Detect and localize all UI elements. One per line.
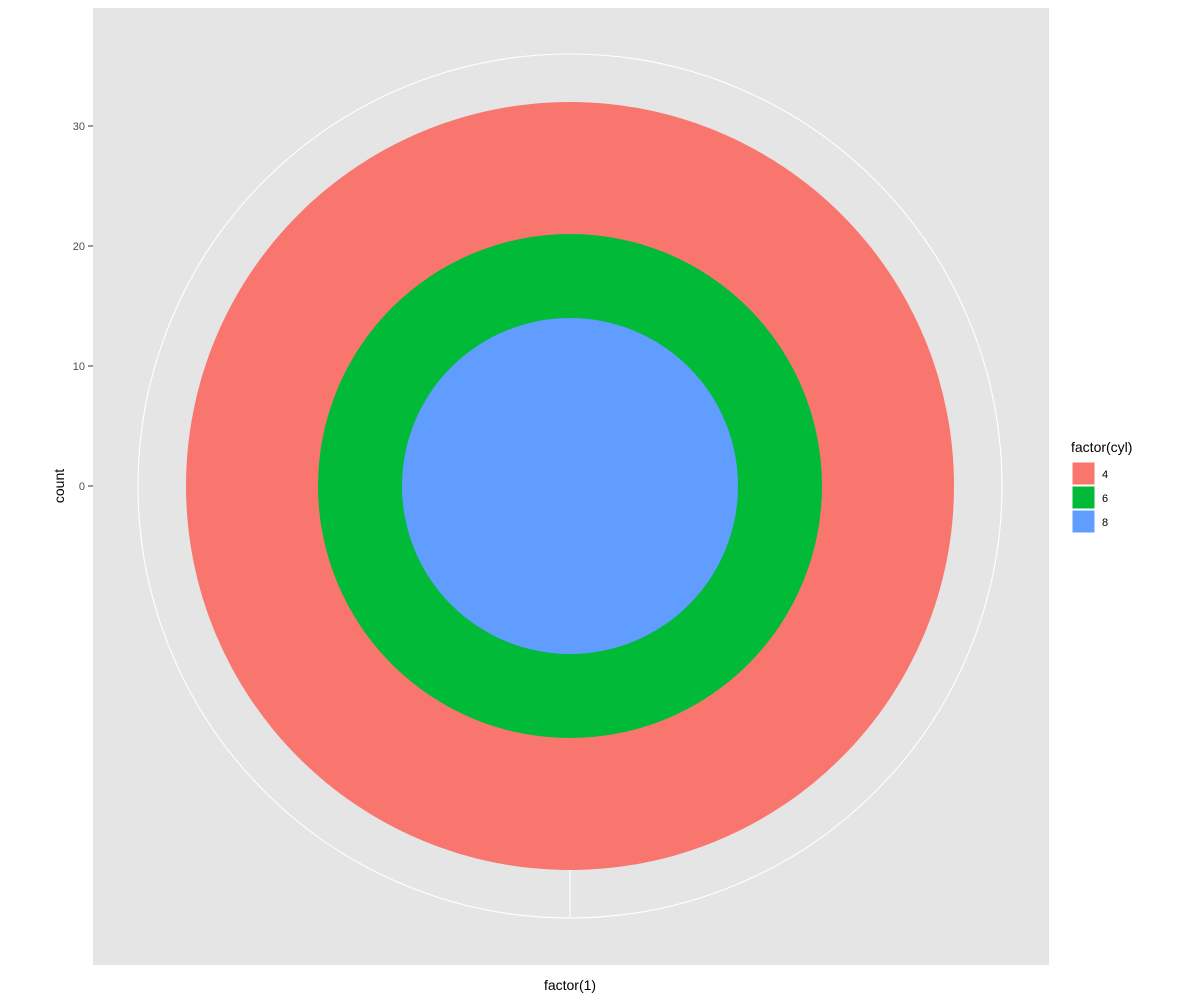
legend-label-8: 8 bbox=[1102, 517, 1108, 529]
y-tick-label: 10 bbox=[73, 361, 85, 373]
legend-key-8 bbox=[1071, 509, 1096, 534]
legend-key-4 bbox=[1071, 461, 1096, 486]
legend: factor(cyl) 4 6 8 bbox=[1071, 439, 1132, 534]
disk-cyl-8 bbox=[402, 318, 738, 654]
legend-label-4: 4 bbox=[1102, 469, 1108, 481]
x-axis-title: factor(1) bbox=[544, 977, 596, 993]
y-tick-label: 20 bbox=[73, 241, 85, 253]
marks-layer bbox=[186, 102, 954, 870]
legend-key-6 bbox=[1071, 485, 1096, 510]
y-axis-title: count bbox=[51, 469, 67, 503]
y-tick-label: 0 bbox=[79, 481, 85, 493]
legend-entries: 4 6 8 bbox=[1071, 461, 1108, 534]
y-axis: 0 10 20 30 bbox=[73, 121, 93, 493]
legend-title: factor(cyl) bbox=[1071, 439, 1132, 455]
legend-label-6: 6 bbox=[1102, 493, 1108, 505]
y-tick-label: 30 bbox=[73, 121, 85, 133]
